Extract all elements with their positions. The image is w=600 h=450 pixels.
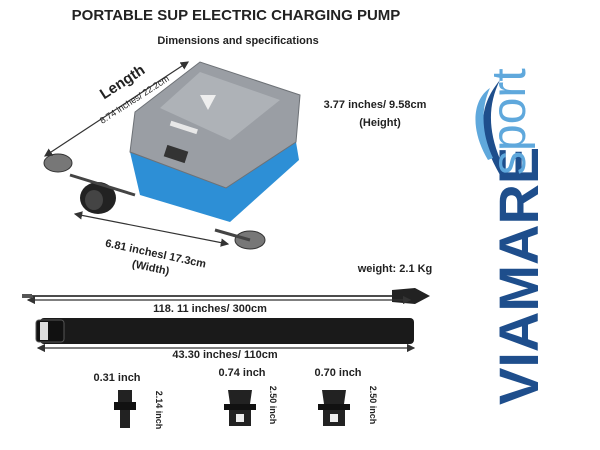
height-value: 3.77 inches/ 9.58cm bbox=[324, 99, 427, 111]
pump bbox=[43, 61, 301, 250]
nozzle-height: 2.14 inch bbox=[154, 391, 164, 430]
nozzle-width: 0.31 inch bbox=[93, 372, 140, 384]
subtitle: Dimensions and specifications bbox=[157, 35, 318, 47]
nozzle bbox=[318, 390, 350, 426]
weight: weight: 2.1 Kg bbox=[357, 263, 433, 275]
nozzle-height: 2.50 inch bbox=[268, 386, 278, 425]
width-arrow bbox=[73, 211, 230, 247]
cable-length: 118. 11 inches/ 300cm bbox=[153, 303, 267, 315]
nozzle-width: 0.70 inch bbox=[314, 367, 361, 379]
nozzle bbox=[224, 390, 256, 426]
brand-name: VIAMARE bbox=[487, 147, 550, 405]
brand-suffix: sport bbox=[483, 68, 536, 175]
length-arrow bbox=[43, 61, 190, 157]
nozzle-width: 0.74 inch bbox=[218, 367, 265, 379]
hose bbox=[35, 318, 414, 344]
height-label: (Height) bbox=[359, 117, 401, 129]
title: PORTABLE SUP ELECTRIC CHARGING PUMP bbox=[72, 7, 401, 24]
nozzle-height: 2.50 inch bbox=[368, 386, 378, 425]
brand-logo bbox=[475, 80, 505, 175]
nozzle bbox=[114, 390, 136, 428]
hose-length: 43.30 inches/ 110cm bbox=[172, 349, 277, 361]
cable bbox=[22, 288, 430, 304]
